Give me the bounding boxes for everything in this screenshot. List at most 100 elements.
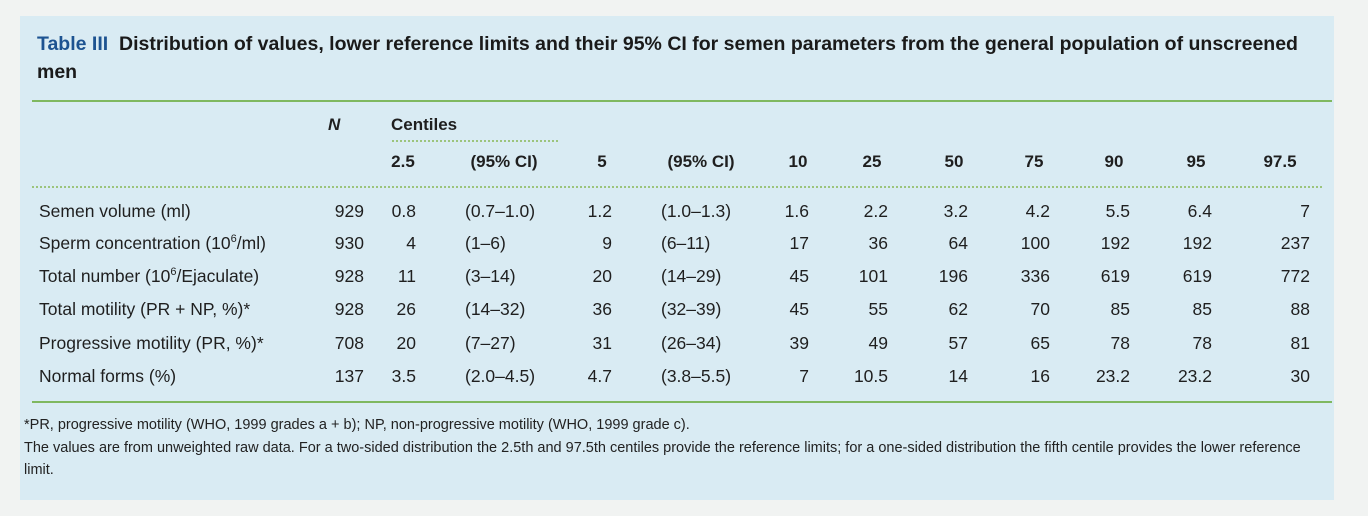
table-cell: 192: [1182, 233, 1212, 253]
table-cell: 619: [1182, 266, 1212, 286]
row-n: 928: [334, 299, 364, 319]
table-cell: 10.5: [853, 366, 888, 386]
header-n: N: [328, 115, 341, 134]
table-cell: 101: [858, 266, 888, 286]
row-n: 930: [334, 233, 364, 253]
table-cell: 85: [1192, 299, 1212, 319]
row-label: Normal forms (%): [39, 366, 176, 387]
footnote-1: *PR, progressive motility (WHO, 1999 gra…: [24, 417, 690, 433]
table-cell: 772: [1280, 266, 1310, 286]
table-cell: (26–34): [661, 333, 722, 353]
header-divider: [32, 186, 1322, 188]
row-label-text: Total motility (PR + NP, %)*: [39, 299, 251, 319]
bottom-rule: [32, 401, 1332, 403]
table-cell: 14: [948, 366, 968, 386]
table-cell: (14–32): [465, 299, 526, 319]
table-cell: 39: [789, 333, 809, 353]
column-header-2: 5: [597, 152, 607, 171]
table-cell: 100: [1020, 233, 1050, 253]
table-cell: 78: [1110, 333, 1130, 353]
table-cell: 23.2: [1095, 366, 1130, 386]
table-cell: 7: [1300, 201, 1310, 221]
row-label-text: Total number (10: [39, 266, 171, 286]
table-cell: 0.8: [391, 201, 416, 221]
table-cell: (1.0–1.3): [661, 201, 732, 221]
table-cell: 7: [799, 366, 809, 386]
table-cell: 70: [1030, 299, 1050, 319]
table-title: Distribution of values, lower reference …: [37, 33, 1298, 83]
table-cell: (32–39): [661, 299, 722, 319]
table-cell: 20: [396, 333, 416, 353]
column-header-9: 95: [1186, 152, 1206, 171]
table-cell: 49: [868, 333, 888, 353]
row-label-text: Progressive motility (PR, %)*: [39, 333, 264, 353]
table-cell: 3.5: [391, 366, 416, 386]
table-cell: 30: [1290, 366, 1310, 386]
column-header-7: 75: [1024, 152, 1044, 171]
row-n: 929: [334, 201, 364, 221]
column-header-8: 90: [1104, 152, 1124, 171]
table-caption: Table III Distribution of values, lower …: [37, 30, 1307, 86]
column-header-6: 50: [944, 152, 964, 171]
table-cell: 78: [1192, 333, 1212, 353]
table-cell: 16: [1030, 366, 1050, 386]
column-header-4: 10: [788, 152, 808, 171]
row-n: 928: [334, 266, 364, 286]
row-label-text: Sperm concentration (10: [39, 233, 231, 253]
table-cell: 1.6: [784, 201, 809, 221]
table-cell: 5.5: [1105, 201, 1130, 221]
table-cell: 4.2: [1025, 201, 1050, 221]
centiles-divider: [392, 140, 558, 142]
row-label: Total number (106/Ejaculate): [39, 266, 259, 287]
column-header-1: (95% CI): [470, 152, 538, 171]
table-cell: 45: [789, 299, 809, 319]
table-cell: (14–29): [661, 266, 722, 286]
table-cell: 1.2: [587, 201, 612, 221]
row-label-suffix: /Ejaculate): [176, 266, 260, 286]
table-cell: (7–27): [465, 333, 516, 353]
column-header-5: 25: [862, 152, 882, 171]
row-label-suffix: /ml): [236, 233, 266, 253]
table-cell: (3.8–5.5): [661, 366, 732, 386]
row-label-superscript: 6: [170, 266, 177, 279]
table-cell: 62: [948, 299, 968, 319]
table-cell: 36: [592, 299, 612, 319]
table-cell: (0.7–1.0): [465, 201, 536, 221]
table-cell: 85: [1110, 299, 1130, 319]
table-cell: 64: [948, 233, 968, 253]
table-cell: 237: [1280, 233, 1310, 253]
table-cell: 31: [592, 333, 612, 353]
table-cell: (3–14): [465, 266, 516, 286]
row-label: Progressive motility (PR, %)*: [39, 333, 264, 354]
table-cell: 36: [868, 233, 888, 253]
row-label-text: Normal forms (%): [39, 366, 177, 386]
table-cell: 57: [948, 333, 968, 353]
table-cell: 11: [397, 266, 416, 286]
row-n: 137: [334, 366, 364, 386]
table-cell: 9: [602, 233, 612, 253]
table-cell: 81: [1290, 333, 1310, 353]
table-cell: (1–6): [465, 233, 506, 253]
table-cell: 17: [789, 233, 809, 253]
table-cell: 55: [868, 299, 888, 319]
column-header-3: (95% CI): [667, 152, 735, 171]
table-cell: 26: [396, 299, 416, 319]
table-cell: 3.2: [943, 201, 968, 221]
footnote-2: The values are from unweighted raw data.…: [24, 440, 1301, 478]
table-cell: 619: [1100, 266, 1130, 286]
table-cell: 4: [406, 233, 416, 253]
column-header-0: 2.5: [391, 152, 415, 171]
table-cell: 20: [592, 266, 612, 286]
table-cell: 23.2: [1177, 366, 1212, 386]
table-panel: Table III Distribution of values, lower …: [20, 16, 1334, 500]
row-label: Semen volume (ml): [39, 201, 191, 222]
table-cell: 4.7: [587, 366, 612, 386]
row-label: Total motility (PR + NP, %)*: [39, 299, 250, 320]
column-header-10: 97.5: [1263, 152, 1297, 171]
table-cell: 65: [1030, 333, 1050, 353]
row-label: Sperm concentration (106/ml): [39, 233, 266, 254]
table-cell: 45: [789, 266, 809, 286]
table-cell: 88: [1290, 299, 1310, 319]
table-label: Table III: [37, 33, 109, 55]
table-cell: (6–11): [661, 233, 711, 253]
